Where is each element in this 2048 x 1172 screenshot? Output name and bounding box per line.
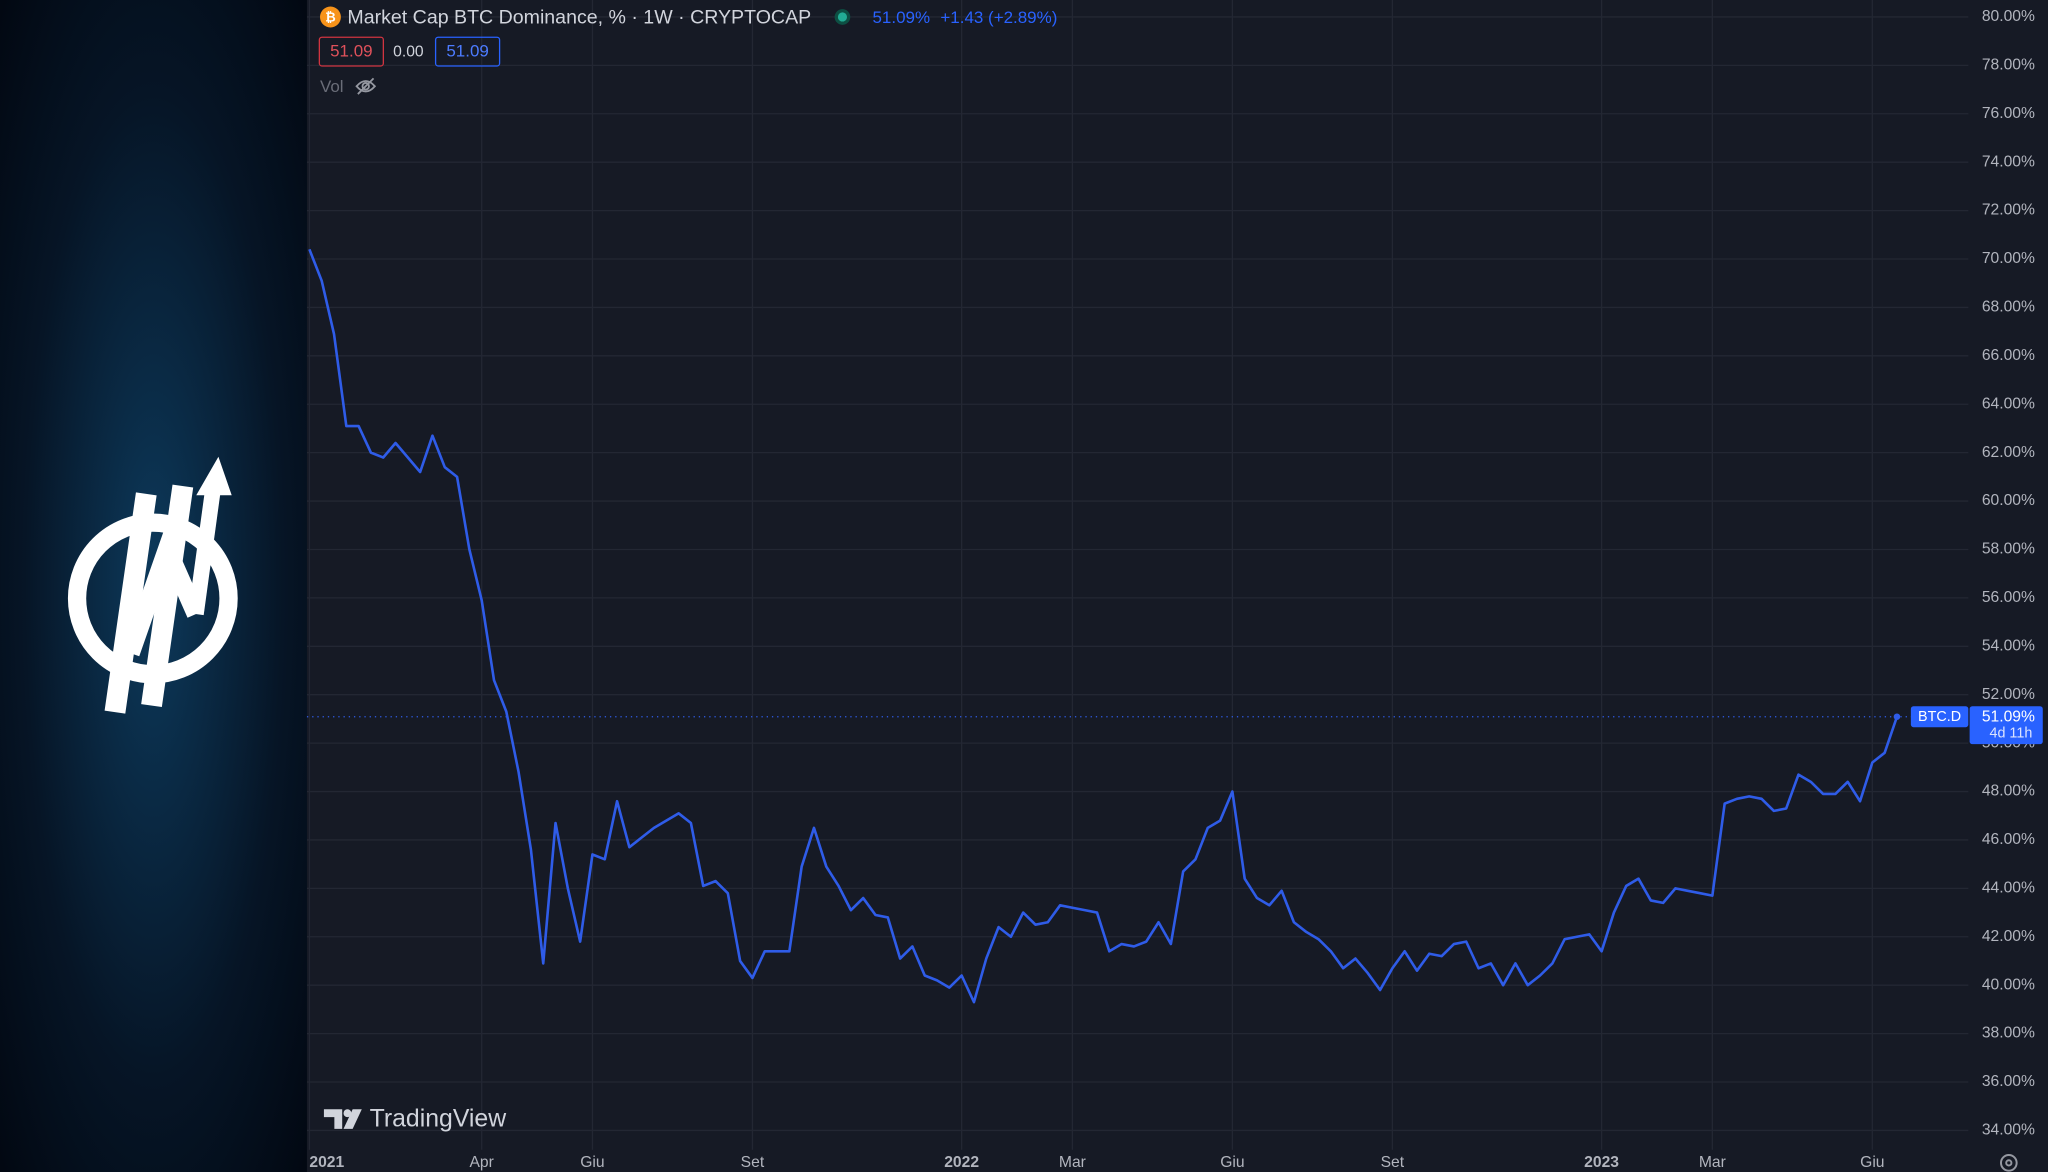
last-value: 51.09% bbox=[872, 8, 930, 27]
y-tick-label: 46.00% bbox=[1982, 831, 2035, 848]
x-tick-label: 2023 bbox=[1584, 1154, 1619, 1171]
y-tick-label: 38.00% bbox=[1982, 1025, 2035, 1042]
x-tick-label: Apr bbox=[470, 1154, 494, 1171]
y-tick-label: 60.00% bbox=[1982, 492, 2035, 509]
last-point bbox=[1893, 713, 1901, 721]
y-tick-label: 74.00% bbox=[1982, 153, 2035, 170]
symbol-icon-glyph: ₿ bbox=[325, 10, 336, 25]
price-tag bbox=[1969, 706, 2043, 745]
y-tick-label: 68.00% bbox=[1982, 299, 2035, 316]
status-dot bbox=[837, 12, 848, 22]
change-value: +1.43 (+2.89%) bbox=[940, 8, 1057, 27]
volume-label: Vol bbox=[320, 77, 344, 96]
diff-value: 0.00 bbox=[393, 43, 424, 60]
symbol-icon bbox=[320, 6, 341, 28]
y-tick-label: 52.00% bbox=[1982, 686, 2035, 703]
x-tick-label: 2021 bbox=[309, 1154, 344, 1171]
x-tick-label: Mar bbox=[1059, 1154, 1086, 1171]
y-tick-label: 40.00% bbox=[1982, 976, 2035, 993]
y-tick-label: 56.00% bbox=[1982, 589, 2035, 606]
grid bbox=[306, 0, 1969, 1150]
series-tag bbox=[1910, 706, 1969, 728]
watermark: TradingView bbox=[370, 1105, 507, 1132]
y-tick-label: 76.00% bbox=[1982, 105, 2035, 122]
x-tick-label: 2022 bbox=[944, 1154, 979, 1171]
open-box[interactable] bbox=[318, 36, 384, 67]
tradingview-mark bbox=[323, 1109, 362, 1129]
y-tick-label: 44.00% bbox=[1982, 880, 2035, 897]
price-tag-value: 51.09% bbox=[1982, 709, 2035, 726]
y-tick-label: 62.00% bbox=[1982, 444, 2035, 461]
y-tick-label: 58.00% bbox=[1982, 541, 2035, 558]
y-tick-label: 42.00% bbox=[1982, 928, 2035, 945]
chart-title: Market Cap BTC Dominance, % · 1W · CRYPT… bbox=[347, 6, 811, 28]
close-box[interactable] bbox=[434, 36, 501, 67]
close-value: 51.09 bbox=[446, 42, 488, 61]
hide-volume-icon[interactable] bbox=[355, 77, 377, 95]
brand-logo bbox=[67, 456, 238, 714]
chart-background bbox=[306, 0, 2048, 1172]
y-tick-label: 80.00% bbox=[1982, 8, 2035, 25]
y-tick-label: 36.00% bbox=[1982, 1073, 2035, 1090]
x-tick-label: Giu bbox=[1220, 1154, 1244, 1171]
price-line bbox=[308, 248, 1899, 1004]
x-tick-label: Set bbox=[741, 1154, 765, 1171]
y-tick-label: 72.00% bbox=[1982, 202, 2035, 219]
settings-icon[interactable] bbox=[1999, 1154, 2018, 1172]
series-tag-label: BTC.D bbox=[1918, 709, 1961, 725]
x-tick-label: Giu bbox=[580, 1154, 604, 1171]
x-tick-label: Mar bbox=[1699, 1154, 1726, 1171]
y-tick-label: 34.00% bbox=[1982, 1122, 2035, 1139]
open-value: 51.09 bbox=[330, 42, 372, 61]
y-tick-label: 48.00% bbox=[1982, 783, 2035, 800]
y-tick-label: 78.00% bbox=[1982, 56, 2035, 73]
x-tick-label: Set bbox=[1381, 1154, 1405, 1171]
price-tag-countdown: 4d 11h bbox=[1989, 726, 2032, 742]
y-tick-label: 70.00% bbox=[1982, 250, 2035, 267]
x-tick-label: Giu bbox=[1860, 1154, 1884, 1171]
y-tick-label: 66.00% bbox=[1982, 347, 2035, 364]
y-tick-label: 64.00% bbox=[1982, 395, 2035, 412]
y-tick-label: 54.00% bbox=[1982, 637, 2035, 654]
